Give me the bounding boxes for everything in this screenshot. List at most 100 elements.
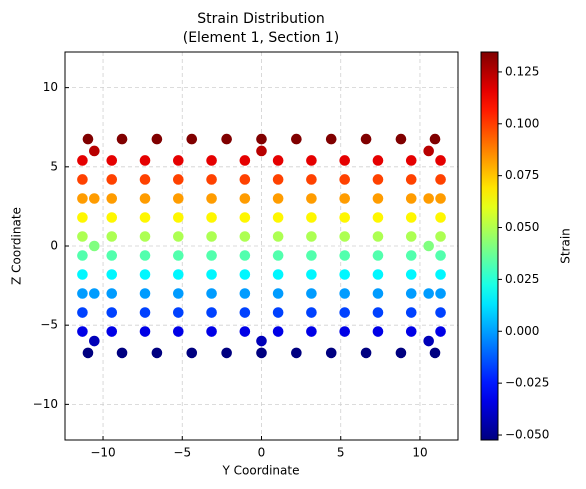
scatter-point — [339, 326, 350, 337]
y-tick-label: 5 — [50, 159, 58, 173]
scatter-point — [173, 155, 184, 166]
scatter-point — [173, 307, 184, 318]
scatter-point — [139, 288, 151, 299]
scatter-point — [77, 212, 88, 223]
scatter-point — [173, 288, 184, 299]
scatter-point — [372, 193, 384, 204]
scatter-point — [405, 174, 417, 185]
scatter-point — [435, 174, 446, 185]
x-tick-label: 5 — [337, 446, 345, 460]
scatter-point — [291, 133, 302, 145]
scatter-point — [239, 155, 251, 166]
scatter-point — [435, 288, 446, 299]
scatter-point — [339, 250, 350, 261]
scatter-point — [435, 326, 446, 337]
colorbar-label: Strain — [559, 228, 573, 264]
colorbar-tick-label: 0.100 — [505, 116, 539, 130]
scatter-point — [256, 347, 267, 359]
scatter-point — [116, 347, 128, 359]
scatter-point — [405, 193, 417, 204]
scatter-point — [173, 250, 184, 261]
scatter-point — [106, 193, 118, 204]
scatter-point — [423, 240, 434, 252]
scatter-point — [239, 326, 251, 337]
scatter-point — [405, 250, 417, 261]
scatter-point — [272, 288, 284, 299]
scatter-point — [360, 347, 372, 359]
scatter-point — [306, 174, 317, 185]
scatter-point — [139, 250, 151, 261]
scatter-point — [372, 288, 384, 299]
scatter-point — [405, 307, 417, 318]
scatter-point — [306, 250, 317, 261]
scatter-point — [239, 269, 251, 280]
scatter-point — [106, 174, 118, 185]
scatter-point — [306, 155, 317, 166]
colorbar — [480, 51, 499, 441]
scatter-point — [89, 288, 100, 299]
scatter-point — [272, 269, 284, 280]
scatter-point — [106, 307, 118, 318]
scatter-point — [173, 174, 184, 185]
scatter-point — [77, 307, 88, 318]
scatter-point — [306, 231, 317, 242]
scatter-point — [435, 212, 446, 223]
x-tick-label: 0 — [258, 446, 266, 460]
scatter-point — [306, 212, 317, 223]
scatter-point — [82, 133, 94, 145]
scatter-point — [395, 347, 407, 359]
scatter-point — [82, 347, 94, 359]
scatter-point — [272, 212, 284, 223]
scatter-point — [239, 231, 251, 242]
scatter-point — [206, 155, 217, 166]
scatter-point — [77, 288, 88, 299]
x-tick-label: −5 — [173, 446, 191, 460]
scatter-point — [306, 326, 317, 337]
y-tick-label: −5 — [40, 318, 58, 332]
scatter-point — [151, 347, 163, 359]
scatter-point — [206, 250, 217, 261]
scatter-point — [435, 269, 446, 280]
scatter-point — [186, 347, 198, 359]
scatter-point — [372, 174, 384, 185]
scatter-point — [173, 193, 184, 204]
scatter-point — [77, 231, 88, 242]
scatter-point — [89, 335, 100, 347]
y-tick-label: −10 — [33, 397, 58, 411]
scatter-point — [173, 326, 184, 337]
scatter-point — [372, 326, 384, 337]
scatter-point — [405, 231, 417, 242]
scatter-point — [339, 269, 350, 280]
scatter-point — [206, 326, 217, 337]
colorbar-tick-label: 0.050 — [505, 220, 539, 234]
scatter-point — [106, 326, 118, 337]
colorbar-tick-label: −0.025 — [505, 376, 549, 390]
y-tick-label: 0 — [50, 239, 58, 253]
scatter-point — [256, 133, 267, 145]
scatter-point — [325, 133, 337, 145]
scatter-point — [139, 212, 151, 223]
scatter-point — [339, 155, 350, 166]
scatter-point — [206, 307, 217, 318]
scatter-point — [423, 288, 434, 299]
plot-frame — [64, 51, 459, 441]
scatter-point — [306, 193, 317, 204]
scatter-point — [77, 269, 88, 280]
y-tick-label: 10 — [43, 80, 58, 94]
scatter-point — [405, 212, 417, 223]
scatter-point — [429, 133, 441, 145]
scatter-point — [306, 269, 317, 280]
scatter-point — [206, 212, 217, 223]
scatter-point — [423, 145, 434, 157]
scatter-point — [151, 133, 163, 145]
scatter-point — [239, 212, 251, 223]
scatter-point — [395, 133, 407, 145]
scatter-point — [77, 174, 88, 185]
scatter-point — [339, 288, 350, 299]
scatter-point — [372, 269, 384, 280]
scatter-point — [221, 347, 232, 359]
colorbar-tick-label: 0.075 — [505, 168, 539, 182]
colorbar-tick-label: 0.000 — [505, 324, 539, 338]
scatter-point — [139, 326, 151, 337]
scatter-point — [239, 174, 251, 185]
